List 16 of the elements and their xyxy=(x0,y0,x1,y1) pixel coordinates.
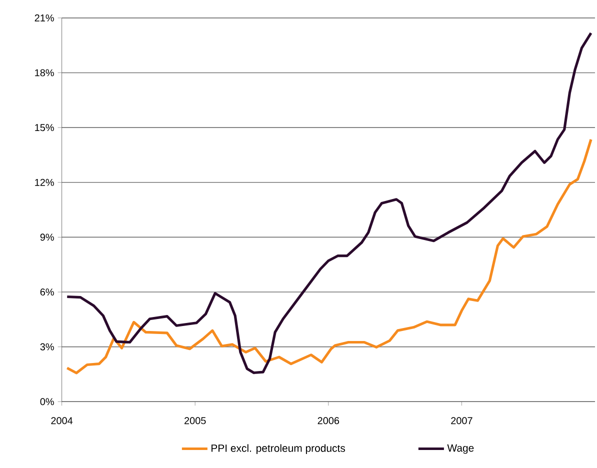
legend-label: PPI excl. petroleum products xyxy=(212,444,346,454)
y-tick-label: 21% xyxy=(34,14,54,22)
y-tick-label: 15% xyxy=(35,124,54,131)
line-series xyxy=(66,32,592,374)
y-tick-label: 3% xyxy=(40,343,54,350)
y-tick-label: 0% xyxy=(40,398,54,405)
y-tick-label: 9% xyxy=(40,233,54,241)
x-tick-label: 2004 xyxy=(51,416,73,424)
line-series xyxy=(66,138,592,374)
x-tick-label: 2006 xyxy=(318,416,340,424)
y-tick-label: 18% xyxy=(35,69,54,76)
y-tick-label: 12% xyxy=(35,178,54,186)
y-tick-label: 6% xyxy=(40,288,54,296)
legend-label: Wage xyxy=(447,444,474,454)
x-tick-label: 2007 xyxy=(451,416,472,424)
x-tick-label: 2005 xyxy=(184,416,206,424)
